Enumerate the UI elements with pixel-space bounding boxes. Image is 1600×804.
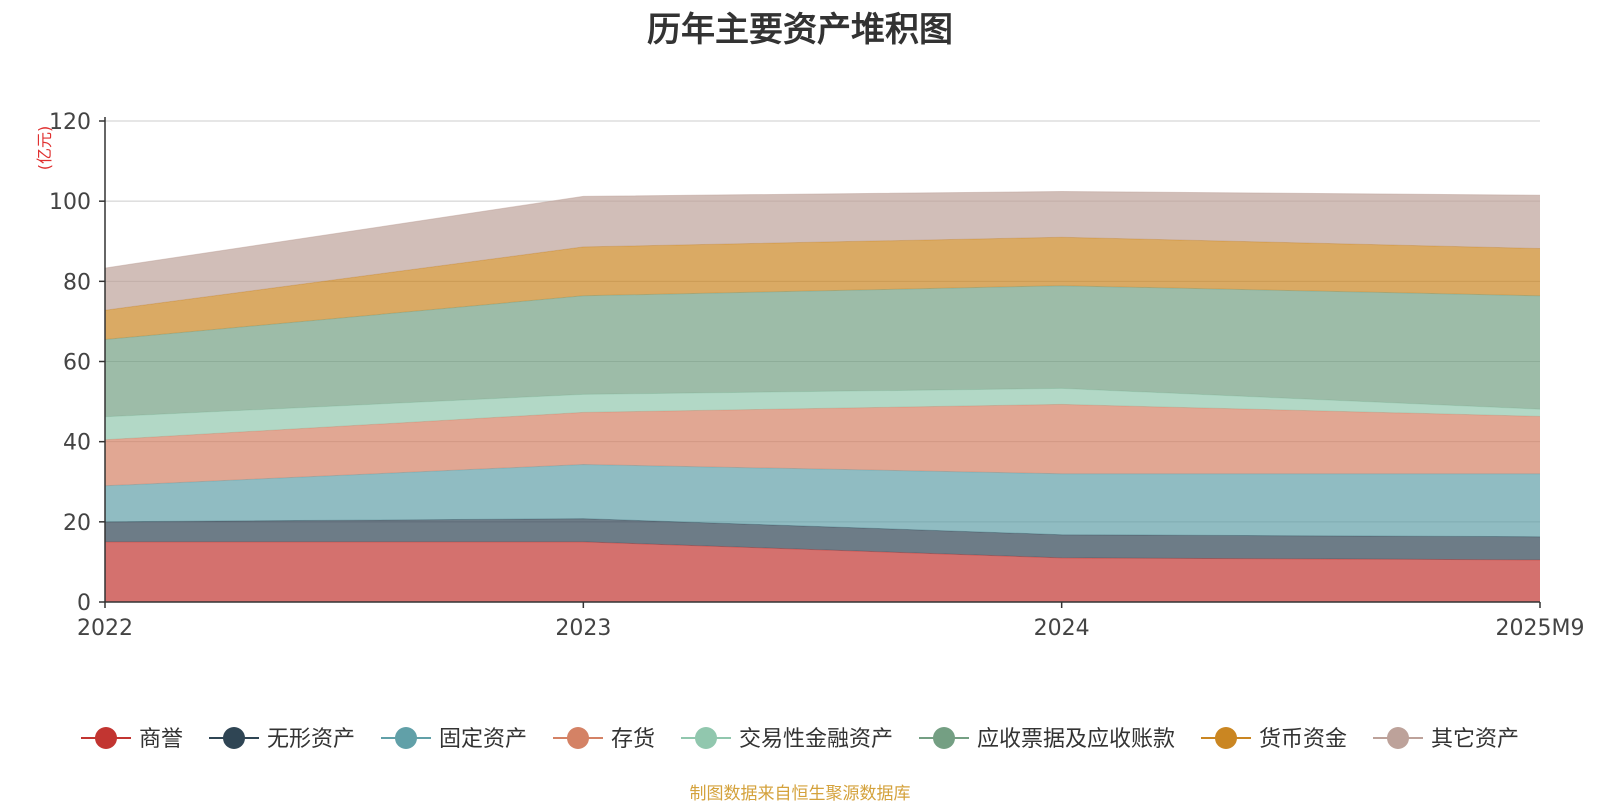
legend-marker <box>1387 727 1409 749</box>
legend-marker <box>1215 727 1237 749</box>
y-tick-label: 20 <box>63 511 91 536</box>
chart-title: 历年主要资产堆积图 <box>647 10 953 50</box>
legend-marker <box>567 727 589 749</box>
legend-marker <box>695 727 717 749</box>
legend-item[interactable]: 商誉 <box>81 727 183 752</box>
legend-label: 存货 <box>611 727 655 752</box>
legend-marker <box>395 727 417 749</box>
legend-marker <box>223 727 245 749</box>
area-series-7 <box>105 191 1540 311</box>
source-note: 制图数据来自恒生聚源数据库 <box>689 784 911 804</box>
y-tick-label: 60 <box>63 351 91 376</box>
x-tick-label: 2023 <box>555 616 611 641</box>
legend-item[interactable]: 存货 <box>553 727 655 752</box>
area-series-3 <box>105 404 1540 486</box>
y-tick-label: 0 <box>77 591 91 616</box>
legend-item[interactable]: 无形资产 <box>209 727 355 752</box>
legend-item[interactable]: 交易性金融资产 <box>681 727 893 752</box>
area-series-4 <box>105 388 1540 440</box>
y-tick-label: 100 <box>49 190 91 215</box>
y-tick-label: 80 <box>63 270 91 295</box>
legend-label: 应收票据及应收账款 <box>977 727 1175 752</box>
legend-item[interactable]: 货币资金 <box>1201 727 1347 752</box>
area-series-1 <box>105 518 1540 560</box>
area-edge-7 <box>104 190 1541 269</box>
legend-label: 商誉 <box>139 727 183 752</box>
x-tick-label: 2022 <box>77 616 133 641</box>
legend-label: 其它资产 <box>1431 727 1519 752</box>
area-series-0 <box>105 541 1540 602</box>
legend-item[interactable]: 其它资产 <box>1373 727 1519 752</box>
unit-label: (亿元) <box>35 126 54 171</box>
legend-label: 固定资产 <box>439 727 527 752</box>
x-tick-label: 2025M9 <box>1496 616 1585 641</box>
legend-item[interactable]: 固定资产 <box>381 727 527 752</box>
legend-marker <box>933 727 955 749</box>
legend-marker <box>95 727 117 749</box>
x-tick-label: 2024 <box>1034 616 1090 641</box>
legend-item[interactable]: 应收票据及应收账款 <box>919 727 1175 752</box>
y-tick-label: 120 <box>49 110 91 135</box>
area-series-5 <box>105 285 1540 417</box>
legend-label: 交易性金融资产 <box>739 727 893 752</box>
area-series-2 <box>105 464 1540 537</box>
y-tick-label: 40 <box>63 431 91 456</box>
legend-label: 无形资产 <box>267 727 355 752</box>
legend-label: 货币资金 <box>1259 727 1347 752</box>
